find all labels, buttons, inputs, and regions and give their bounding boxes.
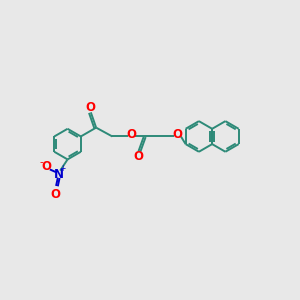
Text: +: + (59, 164, 66, 173)
Text: O: O (173, 128, 183, 142)
Text: N: N (54, 168, 64, 181)
Text: O: O (41, 160, 51, 173)
Text: O: O (50, 188, 60, 201)
Text: -: - (40, 158, 44, 167)
Text: O: O (134, 150, 143, 163)
Text: O: O (86, 100, 96, 113)
Text: O: O (127, 128, 136, 142)
